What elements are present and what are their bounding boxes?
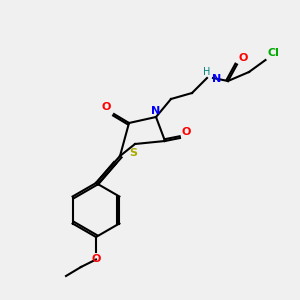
Text: O: O <box>182 127 191 136</box>
Text: Cl: Cl <box>267 49 279 58</box>
Text: S: S <box>130 148 137 158</box>
Text: O: O <box>102 103 111 112</box>
Text: O: O <box>91 254 101 263</box>
Text: O: O <box>238 53 248 63</box>
Text: N: N <box>152 106 160 116</box>
Text: H: H <box>203 67 211 76</box>
Text: N: N <box>212 74 221 85</box>
